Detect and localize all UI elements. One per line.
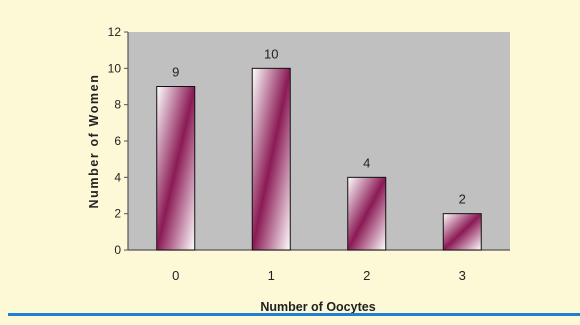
bar-data-label: 9 bbox=[172, 65, 179, 80]
y-tick-label: 6 bbox=[114, 134, 121, 148]
x-axis-title: Number of Oocytes bbox=[260, 300, 375, 314]
x-tick-label: 3 bbox=[459, 268, 466, 283]
y-tick-label: 8 bbox=[114, 98, 121, 112]
x-tick-label: 0 bbox=[172, 268, 179, 283]
bottom-accent-rule bbox=[8, 313, 580, 316]
bars-group: 9 10 4 2 bbox=[156, 46, 482, 251]
y-tick-label: 0 bbox=[114, 243, 121, 257]
bar-data-label: 2 bbox=[459, 192, 466, 207]
x-tick-label: 1 bbox=[268, 268, 275, 283]
bar-data-label: 4 bbox=[363, 155, 370, 170]
y-tick-label: 2 bbox=[114, 207, 121, 221]
x-tick-label: 2 bbox=[363, 268, 370, 283]
y-tick-label: 4 bbox=[114, 170, 121, 184]
bar-2 bbox=[347, 176, 387, 251]
bar-1 bbox=[251, 67, 291, 251]
y-tick-label: 10 bbox=[108, 61, 122, 75]
x-tick-group: 0 1 2 3 bbox=[172, 268, 466, 283]
y-tick-label: 12 bbox=[108, 25, 122, 39]
bar-3 bbox=[442, 213, 482, 251]
bar-0 bbox=[156, 86, 196, 251]
bar-data-label: 10 bbox=[264, 46, 278, 61]
y-axis-title: Number of Women bbox=[87, 74, 101, 209]
y-tick-group: 0 2 4 6 8 10 12 bbox=[108, 25, 128, 257]
